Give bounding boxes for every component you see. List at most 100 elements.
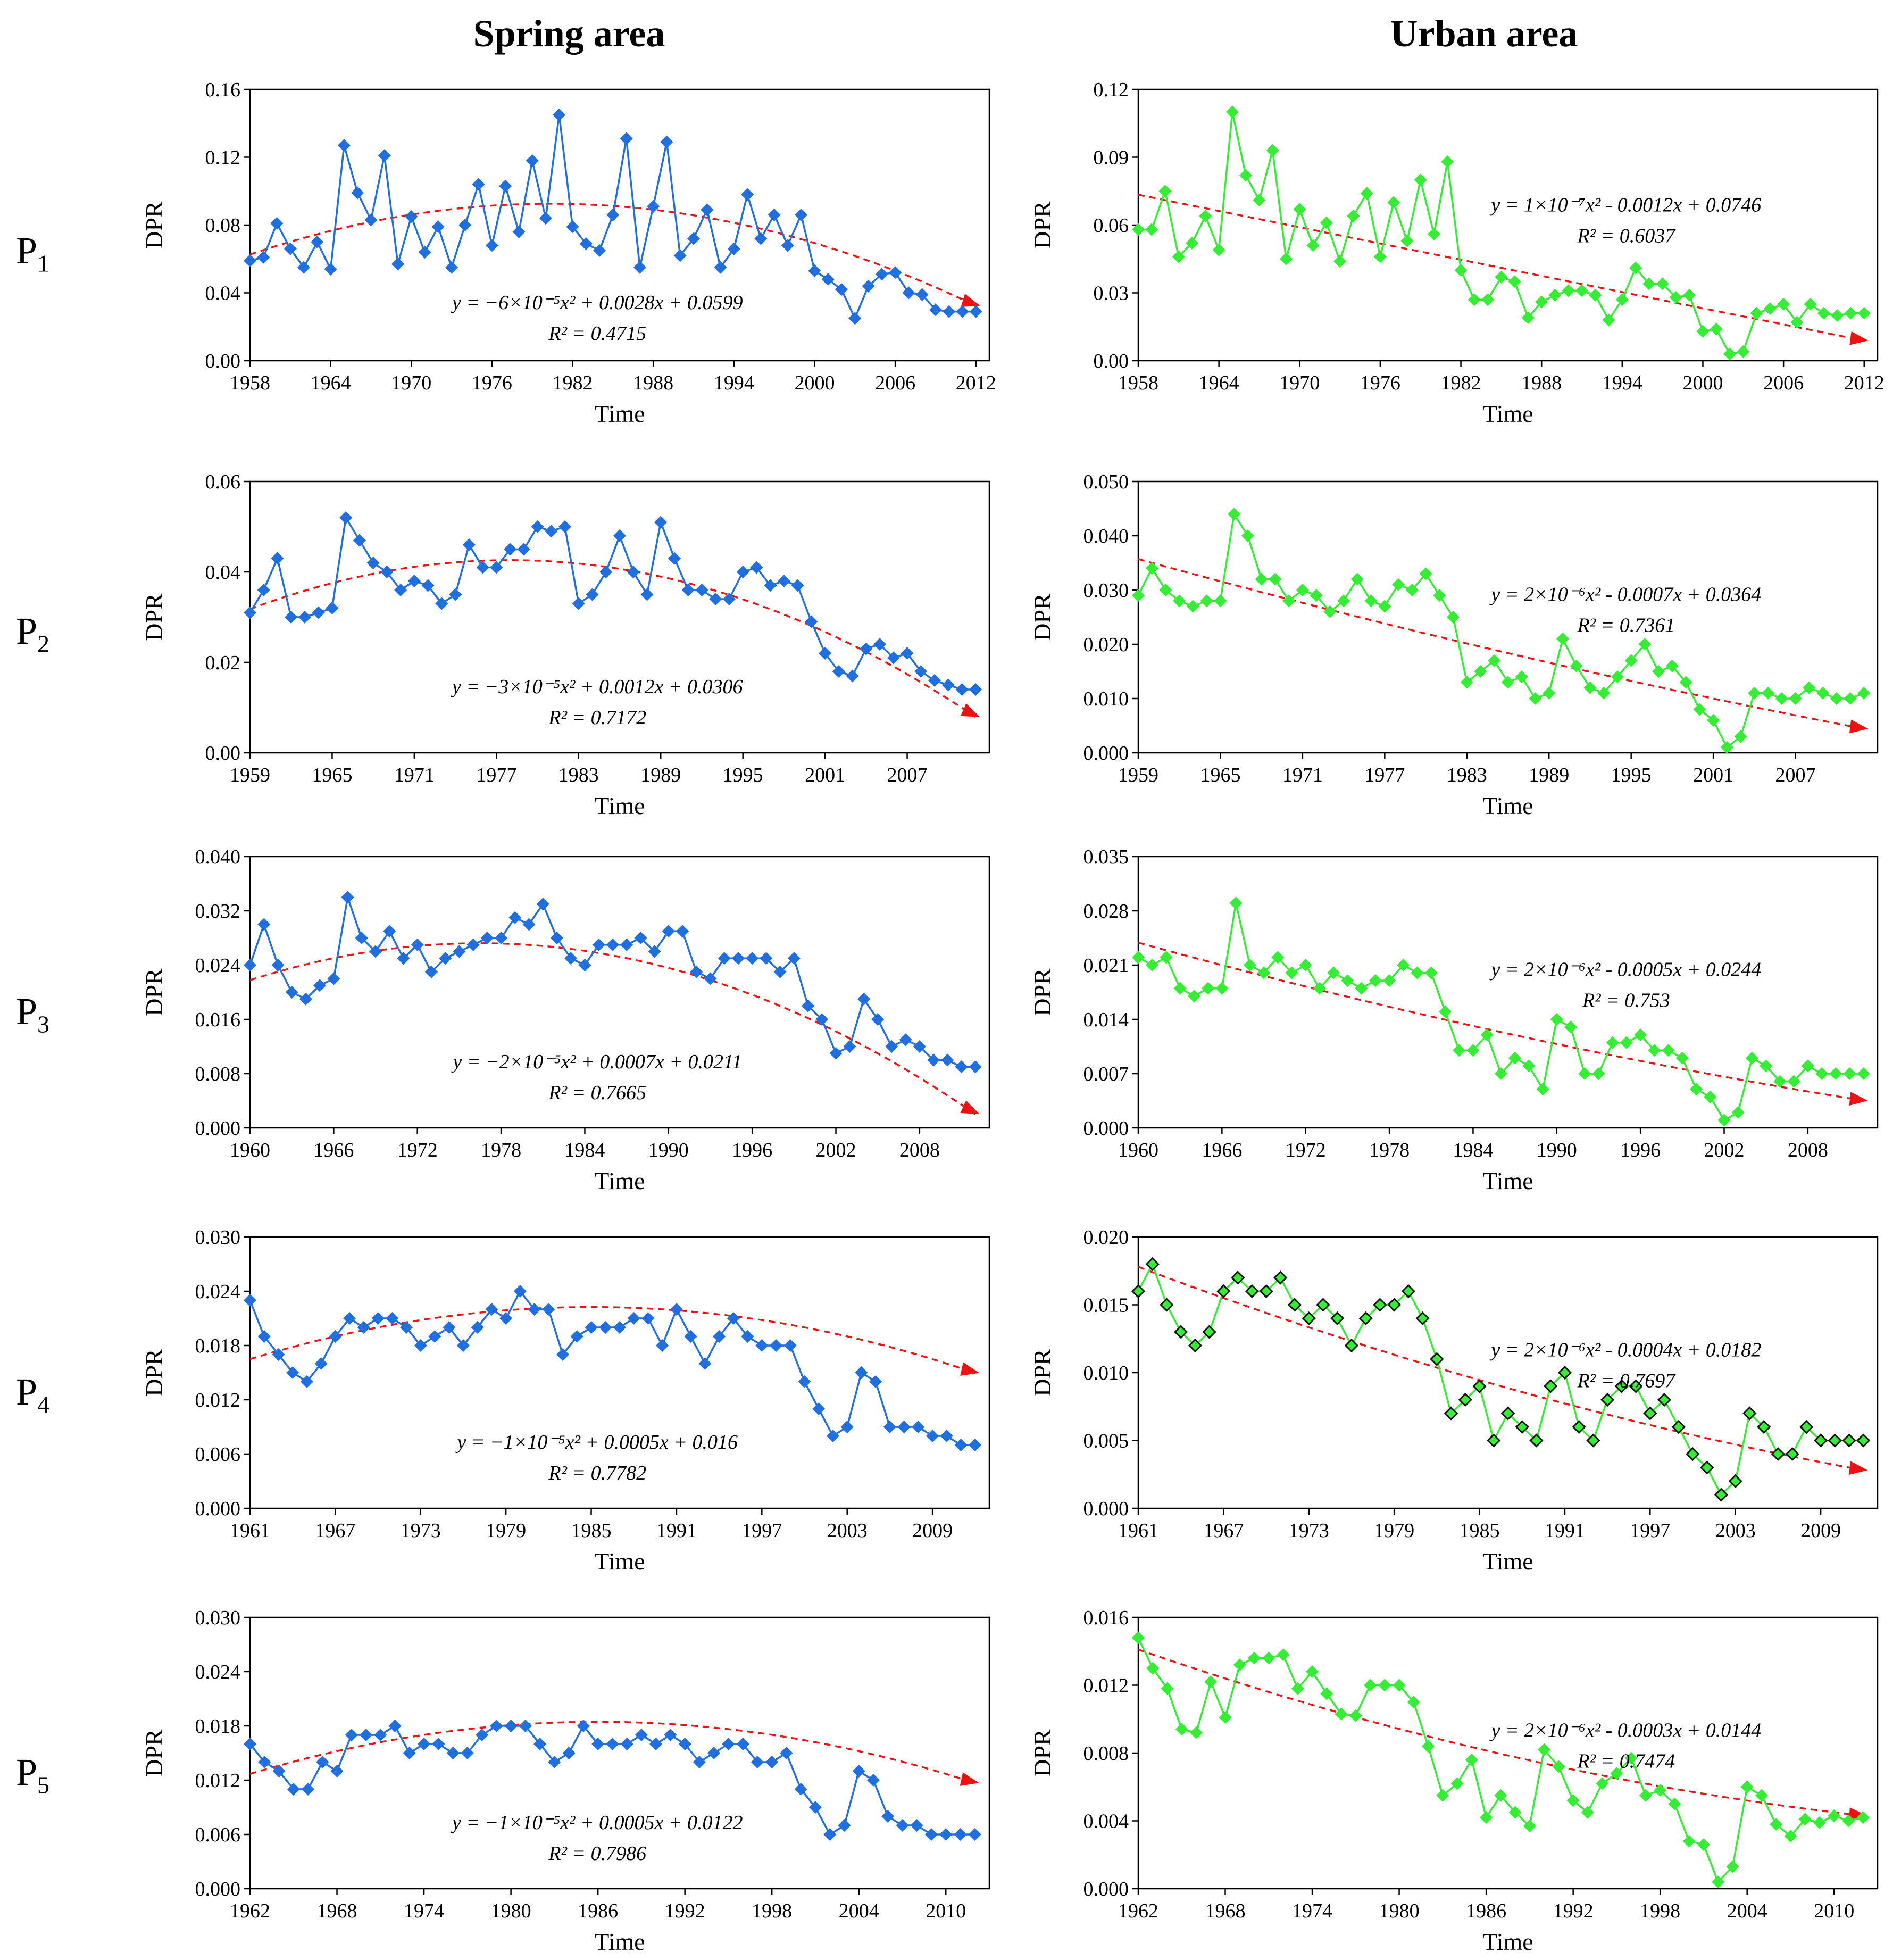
x-tick-label: 2007	[887, 764, 928, 786]
data-point	[286, 1366, 299, 1380]
chart-P2-urban: 0.000 0.010 0.020 0.030 0.040 0.050 1959 1965 19…	[1029, 471, 1879, 819]
data-point	[826, 1429, 840, 1443]
trend-equation: y = 2×10⁻⁶x² - 0.0003x + 0.0144	[1489, 1719, 1761, 1741]
data-point	[1245, 1284, 1259, 1299]
data-point	[846, 669, 859, 683]
data-point	[664, 1728, 677, 1742]
data-point	[701, 203, 714, 217]
x-axis-title: Time	[1482, 1548, 1533, 1575]
y-tick-label: 0.00	[1094, 350, 1129, 372]
data-point	[394, 583, 407, 597]
data-point	[1378, 600, 1391, 613]
data-point	[954, 1438, 968, 1452]
data-point	[403, 1746, 416, 1760]
trend-arrow	[961, 294, 980, 308]
trend-line	[249, 1721, 975, 1784]
x-tick-label: 1989	[640, 764, 681, 786]
data-point	[760, 952, 773, 965]
x-tick-label: 1983	[558, 764, 599, 786]
data-point	[1829, 1067, 1842, 1081]
x-tick-label: 1984	[564, 1139, 605, 1161]
data-point	[649, 1737, 663, 1751]
data-point	[1538, 1743, 1551, 1756]
row-label-letter: P	[16, 1371, 38, 1413]
y-tick-label: 0.040	[195, 846, 241, 868]
data-point	[781, 239, 794, 252]
trend-equation: y = −1×10⁻⁵x² + 0.0005x + 0.0122	[450, 1812, 743, 1834]
data-point	[258, 1755, 271, 1769]
data-point	[1714, 1488, 1729, 1502]
r-squared: R² = 0.7697	[1577, 1369, 1677, 1392]
data-point	[528, 1302, 541, 1316]
data-point	[1247, 1651, 1261, 1665]
data-point	[1255, 572, 1268, 586]
data-point	[698, 1357, 712, 1371]
r-squared: R² = 0.7361	[1577, 614, 1675, 636]
data-point	[1262, 1651, 1275, 1665]
series-line	[1137, 511, 1864, 749]
data-point	[795, 208, 808, 221]
data-point	[533, 1737, 547, 1751]
data-point	[1856, 1433, 1871, 1448]
x-tick-label: 2000	[794, 372, 835, 394]
y-axis-title: DPR	[1029, 1729, 1056, 1777]
data-point	[1488, 654, 1501, 667]
r-squared: R² = 0.7986	[548, 1842, 646, 1865]
data-point	[257, 583, 270, 597]
data-point	[545, 525, 558, 538]
data-point	[1842, 1433, 1856, 1448]
data-point	[926, 1429, 939, 1443]
data-point	[695, 583, 708, 597]
data-point	[1358, 1311, 1373, 1326]
data-point	[648, 945, 661, 958]
trend-arrow	[1849, 331, 1869, 345]
data-point	[1742, 1406, 1757, 1421]
data-point	[1145, 1257, 1160, 1272]
x-tick-label: 1967	[1203, 1519, 1244, 1542]
data-point	[1131, 1284, 1146, 1299]
data-point	[887, 651, 900, 665]
data-point	[495, 931, 508, 945]
data-point	[1675, 1051, 1689, 1065]
data-point	[1581, 1806, 1594, 1819]
x-tick-label: 1961	[1118, 1519, 1158, 1542]
row-label-p3: P3	[16, 990, 90, 1038]
trend-arrow	[1848, 1461, 1868, 1475]
data-point	[1407, 1696, 1420, 1709]
data-point	[731, 952, 745, 965]
data-point	[287, 1782, 300, 1796]
data-point	[1720, 741, 1733, 754]
data-point	[1624, 1751, 1638, 1765]
data-point	[1798, 1813, 1812, 1826]
data-point	[1602, 313, 1615, 327]
y-tick-label: 0.020	[1083, 1226, 1129, 1249]
data-point	[1414, 173, 1427, 187]
x-tick-label: 2008	[1788, 1139, 1828, 1161]
data-point	[751, 1755, 764, 1769]
data-point	[285, 610, 298, 624]
r-squared: R² = 0.7474	[1577, 1750, 1675, 1772]
series-line	[1138, 903, 1864, 1122]
data-point	[383, 925, 396, 938]
data-point	[512, 225, 526, 238]
data-point	[627, 1311, 640, 1325]
y-axis-title: DPR	[1029, 593, 1056, 641]
chart-P3-spring: 0.000 0.008 0.016 0.024 0.032 0.040 1960 1966 19…	[140, 846, 990, 1194]
row-label-p4: P4	[16, 1370, 90, 1418]
y-tick-label: 0.004	[1083, 1810, 1129, 1833]
data-point	[1799, 1419, 1814, 1434]
data-point	[378, 149, 391, 162]
plot-frame	[249, 1236, 990, 1509]
data-point	[808, 1800, 822, 1814]
trend-equation: y = 2×10⁻⁶x² - 0.0005x + 0.0244	[1489, 958, 1761, 981]
data-point	[591, 1737, 605, 1751]
data-point	[1572, 1419, 1586, 1434]
data-point	[620, 938, 633, 951]
data-point	[585, 1320, 598, 1334]
x-tick-label: 1971	[394, 764, 435, 786]
data-point	[668, 552, 681, 565]
x-tick-label: 1985	[1460, 1519, 1500, 1542]
x-tick-label: 1971	[1282, 764, 1323, 786]
data-point	[1204, 1675, 1218, 1689]
